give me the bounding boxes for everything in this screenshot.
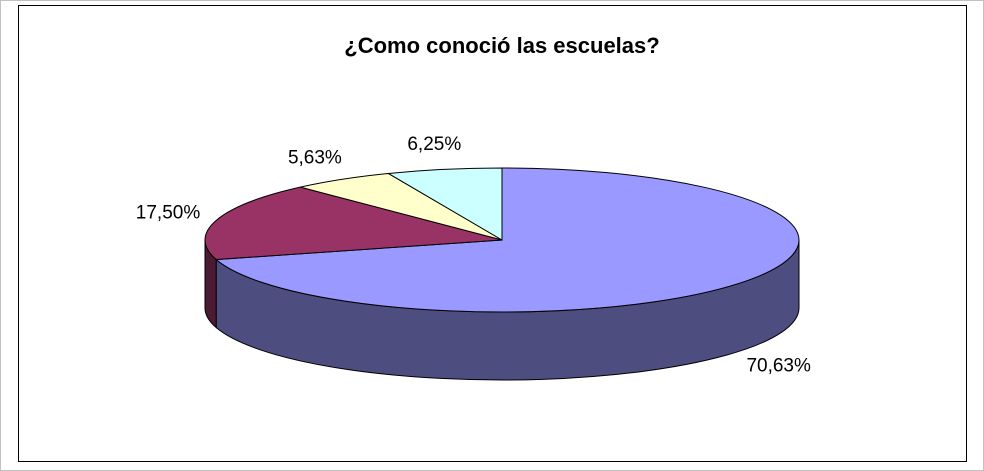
data-label: 17,50% (136, 203, 201, 224)
data-label: 5,63% (288, 147, 342, 168)
pie-slice (204, 186, 503, 261)
data-label: 70,63% (746, 356, 811, 377)
data-label: 6,25% (407, 134, 461, 155)
pie-slice (214, 167, 800, 313)
chart-title: ¿Como conoció las escuelas? (344, 33, 659, 58)
pie-slice (386, 167, 503, 241)
